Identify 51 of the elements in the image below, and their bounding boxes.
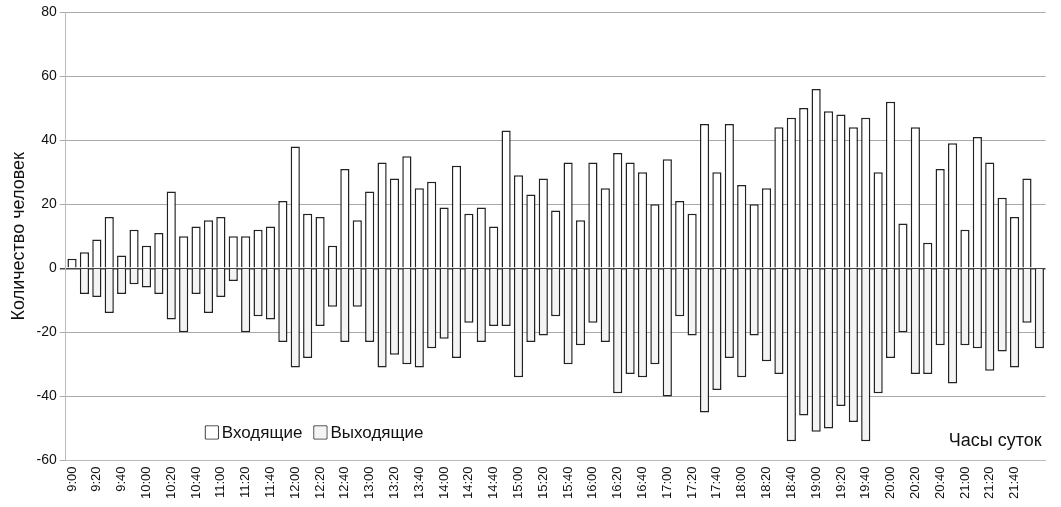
x-tick-label: 14:20	[460, 466, 476, 500]
x-tick-label: 21:00	[956, 466, 972, 500]
x-tick-label: 12:20	[311, 466, 327, 500]
x-tick-label: 20:20	[906, 466, 922, 500]
y-tick-label: 0	[49, 259, 58, 276]
x-tick-label: 10:20	[162, 466, 178, 500]
x-tick-label: 9:00	[63, 466, 79, 492]
x-tick-label: 20:40	[931, 466, 947, 500]
x-tick-label: 17:20	[683, 466, 699, 500]
x-tick-label: 16:40	[634, 466, 650, 500]
x-tick-label: 18:40	[782, 466, 798, 500]
x-tick-label: 14:40	[485, 466, 501, 500]
x-tick-label: 13:20	[386, 466, 402, 500]
y-tick-label: 40	[41, 130, 58, 147]
x-tick-label: 20:00	[882, 466, 898, 500]
x-tick-label: 11:20	[237, 466, 253, 499]
x-tick-label: 13:40	[410, 466, 426, 500]
x-tick-label: 10:00	[138, 466, 154, 500]
y-tick-label: 80	[41, 2, 58, 19]
x-tick-label: 19:20	[832, 466, 848, 500]
x-tick-label: 16:20	[609, 466, 625, 500]
x-tick-label: 15:00	[510, 466, 526, 500]
legend-label: Входящие	[221, 423, 303, 443]
x-axis-title: Часы суток	[948, 430, 1042, 451]
y-tick-label: -40	[36, 387, 58, 404]
y-tick-label: -60	[36, 451, 58, 468]
x-tick-label: 18:00	[733, 466, 749, 500]
x-tick-label: 21:40	[1006, 466, 1022, 500]
x-tick-label: 15:40	[559, 466, 575, 500]
y-tick-label: 60	[41, 66, 58, 83]
x-tick-label: 10:40	[187, 466, 203, 500]
x-tick-label: 17:40	[708, 466, 724, 500]
x-tick-label: 21:20	[981, 466, 997, 500]
y-axis-title: Количество человек	[7, 151, 28, 321]
x-tick-label: 17:00	[658, 466, 674, 500]
x-tick-label: 11:00	[212, 466, 228, 499]
x-tick-label: 9:40	[113, 466, 129, 492]
x-tick-label: 18:20	[758, 466, 774, 500]
x-tick-label: 13:00	[361, 466, 377, 500]
x-tick-label: 19:00	[807, 466, 823, 500]
x-tick-label: 16:00	[584, 466, 600, 500]
x-tick-label: 19:40	[857, 466, 873, 500]
x-tick-label: 14:00	[435, 466, 451, 500]
x-tick-label: 15:20	[534, 466, 550, 500]
x-tick-label: 9:20	[88, 466, 104, 492]
y-tick-label: 20	[41, 195, 58, 212]
y-tick-label: -20	[36, 323, 58, 340]
legend-label: Выходящие	[330, 423, 424, 443]
x-tick-label: 12:00	[286, 466, 302, 500]
x-tick-label: 12:40	[336, 466, 352, 500]
x-tick-label: 11:40	[262, 466, 278, 499]
